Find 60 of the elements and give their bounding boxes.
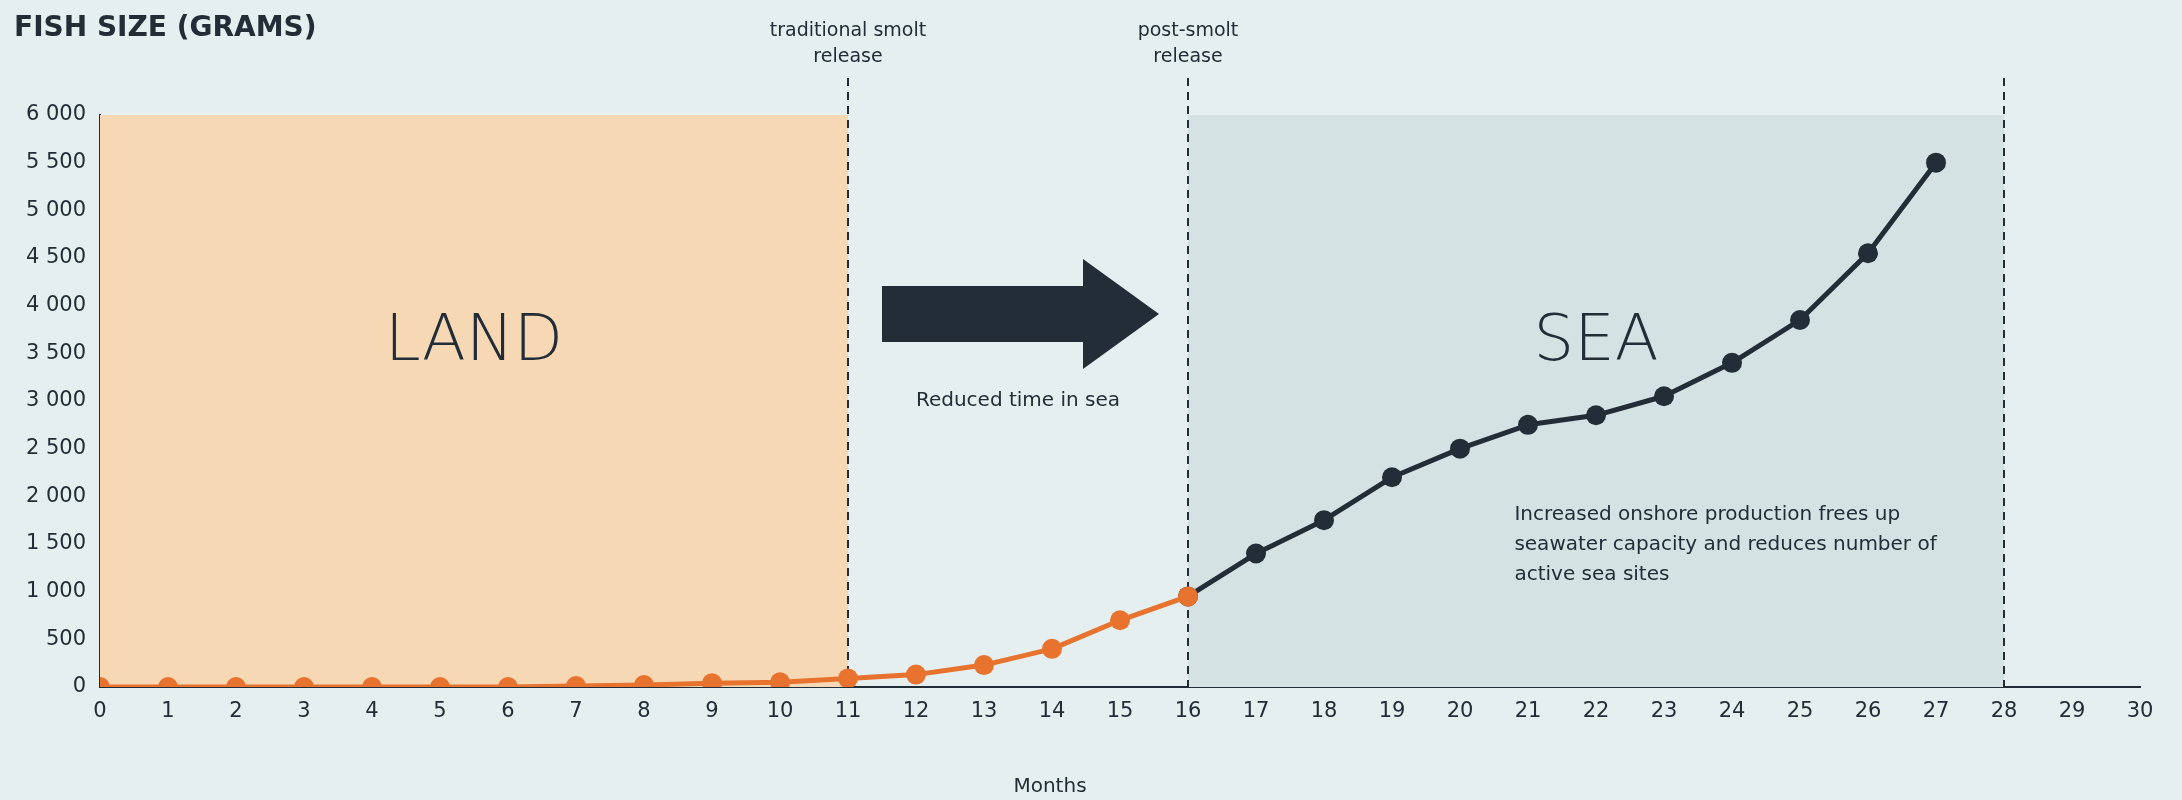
point [1450,438,1470,459]
x-tick-label: 1 [161,698,175,723]
x-tick-label: 17 [1242,698,1270,723]
y-tick-label: 3 000 [25,387,86,412]
x-tick-label: 27 [1922,698,1950,723]
x-tick-label: 29 [2058,698,2086,723]
point [1518,414,1538,435]
y-tick-label: 500 [45,625,86,650]
x-tick-label: 15 [1106,698,1134,723]
x-tick-label: 4 [365,698,379,723]
x-tick-label: 30 [2126,698,2154,723]
x-tick-label: 0 [93,698,107,723]
y-tick-label: 5 000 [25,196,86,221]
x-tick-label: 16 [1174,698,1202,723]
x-tick-label: 14 [1038,698,1066,723]
x-tick-label: 24 [1718,698,1746,723]
ref-line-label: traditional smolt release [769,18,927,66]
y-tick-label: 4 000 [25,292,86,317]
y-tick-label: 1 000 [25,578,86,603]
x-tick-label: 11 [834,698,862,723]
x-tick-label: 21 [1514,698,1542,723]
y-tick-label: 2 000 [25,482,86,507]
y-tick-label: 1 500 [25,530,86,555]
x-tick-label: 7 [569,698,583,723]
point [1382,467,1402,488]
band-label: LAND [384,301,564,376]
point [1790,309,1810,330]
x-tick-label: 6 [501,698,515,723]
x-tick-label: 28 [1990,698,2018,723]
point [1858,243,1878,264]
x-tick-label: 19 [1378,698,1406,723]
x-tick-label: 5 [433,698,447,723]
x-tick-label: 25 [1786,698,1814,723]
annotation: Increased onshore production frees up seawater capacity and reduces number of active sea sites [1514,501,1938,586]
x-tick-label: 23 [1650,698,1678,723]
x-tick-label: 22 [1582,698,1610,723]
x-tick-label: 12 [902,698,930,723]
point [1586,405,1606,426]
y-tick-label: 2 500 [25,435,86,460]
x-tick-label: 2 [229,698,243,723]
x-tick-label: 18 [1310,698,1338,723]
x-tick-label: 10 [766,698,794,723]
x-tick-label: 26 [1854,698,1882,723]
y-tick-label: 4 500 [25,244,86,269]
annotation: Reduced time in sea [915,386,1121,411]
y-axis-title: FISH SIZE (GRAMS) [14,10,317,43]
point [1722,352,1742,373]
x-tick-label: 20 [1446,698,1474,723]
ref-line-label: post-smolt release [1137,18,1239,66]
x-tick-label: 13 [970,698,998,723]
band-label: SEA [1533,301,1659,376]
y-tick-label: 3 500 [25,339,86,364]
y-tick-label: 5 500 [25,149,86,174]
x-tick-label: 8 [637,698,651,723]
point [1654,386,1674,407]
x-tick-label: 3 [297,698,311,723]
x-tick-label: 9 [705,698,719,723]
x-axis-title: Months [1013,773,1087,797]
y-tick-label: 0 [72,673,86,698]
y-tick-label: 6 000 [25,101,86,126]
